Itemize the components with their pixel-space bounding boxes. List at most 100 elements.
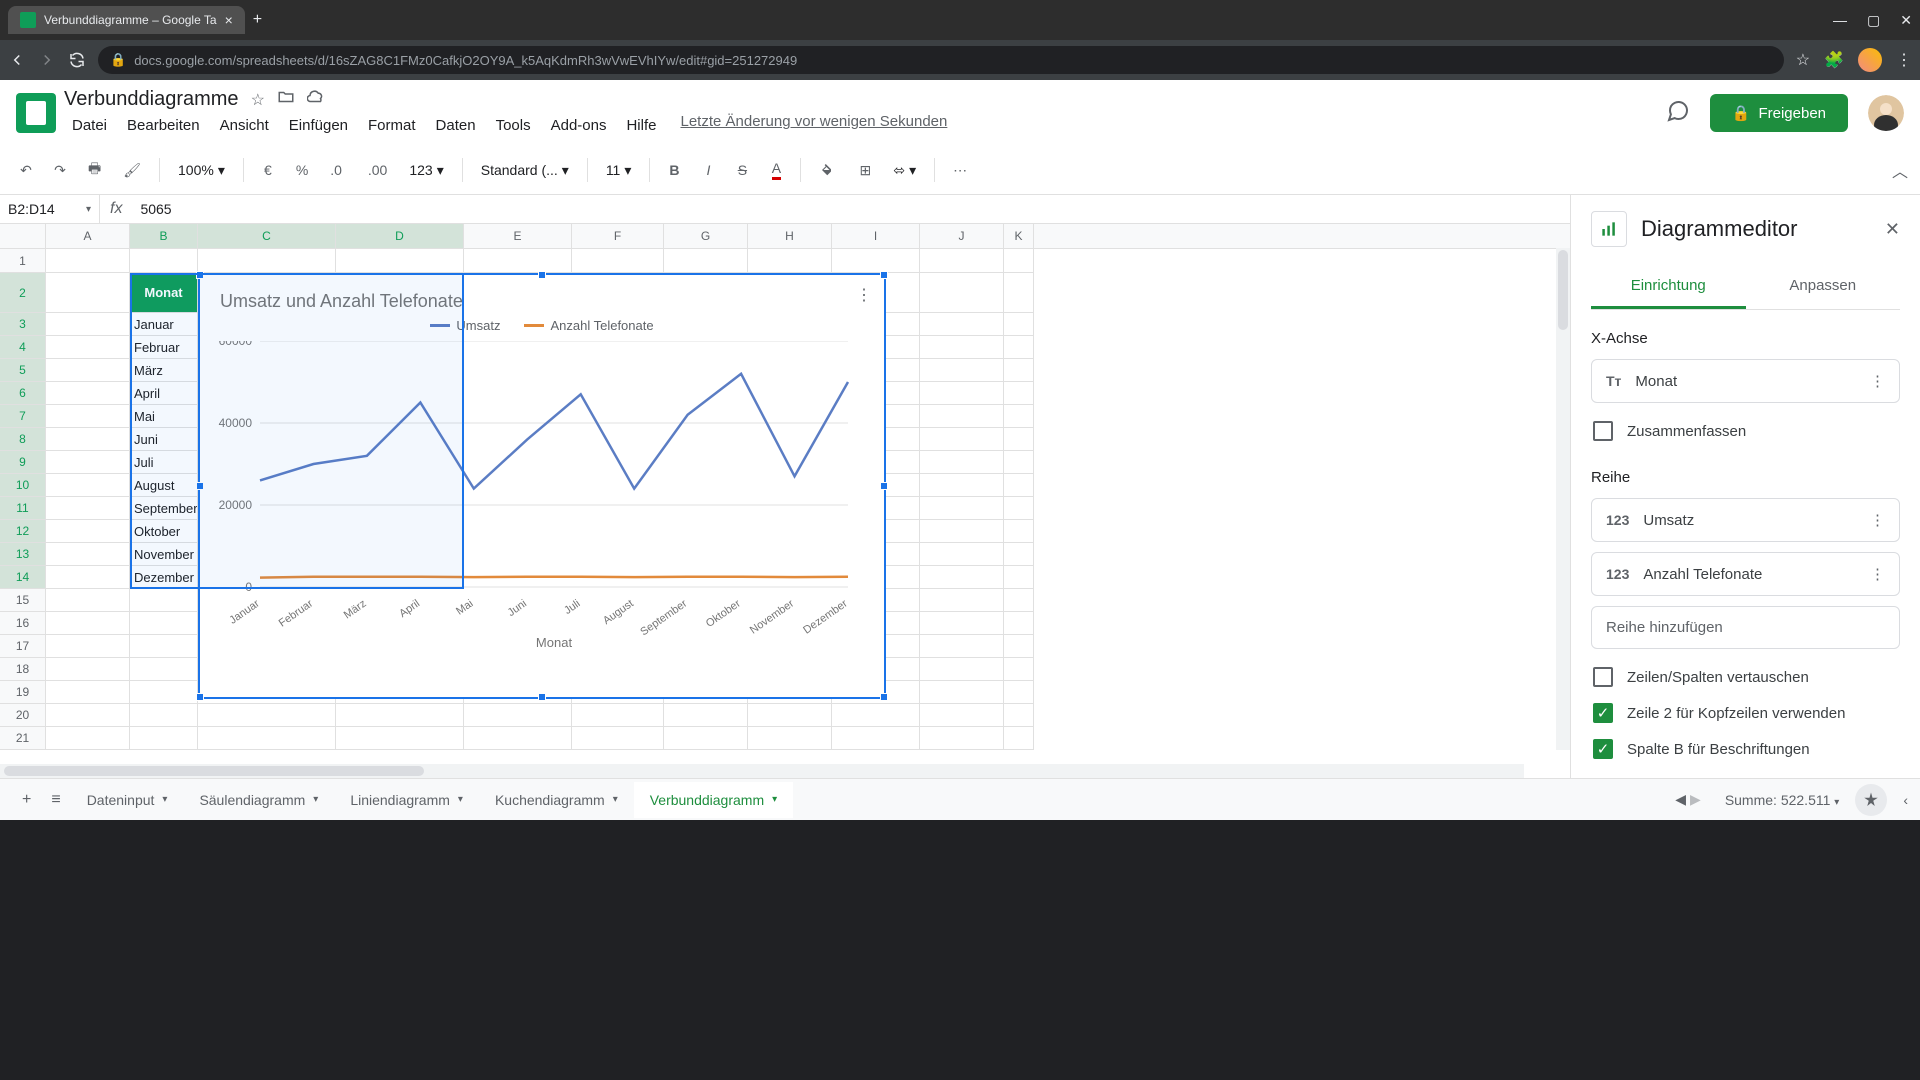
more-toolbar-button[interactable]: ⋯ bbox=[945, 156, 975, 185]
font-dropdown[interactable]: Standard (... ▾ bbox=[473, 158, 577, 183]
menu-einfuegen[interactable]: Einfügen bbox=[281, 113, 356, 138]
redo-button[interactable]: ↷ bbox=[46, 156, 74, 185]
cell[interactable] bbox=[920, 681, 1004, 704]
italic-button[interactable]: I bbox=[694, 156, 722, 184]
cell[interactable] bbox=[920, 359, 1004, 382]
cell[interactable] bbox=[920, 428, 1004, 451]
column-header[interactable]: G bbox=[664, 224, 748, 248]
cell[interactable] bbox=[920, 474, 1004, 497]
resize-handle[interactable] bbox=[538, 693, 546, 701]
row-header[interactable]: 8 bbox=[0, 428, 46, 451]
row-header[interactable]: 19 bbox=[0, 681, 46, 704]
cell[interactable] bbox=[1004, 336, 1034, 359]
cell[interactable] bbox=[46, 612, 130, 635]
paint-format-button[interactable]: 🖌 bbox=[115, 156, 149, 185]
cell[interactable] bbox=[748, 704, 832, 727]
row-header[interactable]: 13 bbox=[0, 543, 46, 566]
explore-button[interactable] bbox=[1855, 784, 1887, 816]
row-header[interactable]: 15 bbox=[0, 589, 46, 612]
fill-color-button[interactable] bbox=[811, 155, 845, 185]
row-header[interactable]: 5 bbox=[0, 359, 46, 382]
sheet-tab[interactable]: Liniendiagramm▾ bbox=[334, 782, 479, 818]
side-panel-toggle[interactable]: ‹ bbox=[1903, 792, 1908, 808]
cell[interactable] bbox=[1004, 635, 1034, 658]
comments-icon[interactable] bbox=[1666, 99, 1690, 128]
cell[interactable] bbox=[1004, 543, 1034, 566]
chart-object[interactable]: ⋮ Umsatz und Anzahl Telefonate Umsatz An… bbox=[198, 273, 886, 699]
decrease-decimal-button[interactable]: .0 bbox=[322, 156, 354, 184]
font-size-dropdown[interactable]: 11 ▾ bbox=[598, 158, 640, 183]
star-icon[interactable]: ☆ bbox=[251, 90, 265, 110]
cell[interactable] bbox=[572, 249, 664, 273]
browser-profile-avatar[interactable] bbox=[1858, 48, 1882, 72]
cell[interactable] bbox=[46, 704, 130, 727]
cell[interactable] bbox=[1004, 405, 1034, 428]
cell[interactable] bbox=[920, 635, 1004, 658]
x-axis-field[interactable]: Tᴛ Monat ⋮ bbox=[1591, 359, 1900, 403]
resize-handle[interactable] bbox=[880, 693, 888, 701]
column-header[interactable]: J bbox=[920, 224, 1004, 248]
cell[interactable] bbox=[1004, 727, 1034, 750]
cell[interactable] bbox=[130, 249, 198, 273]
cell[interactable] bbox=[1004, 520, 1034, 543]
field-menu-icon[interactable]: ⋮ bbox=[1870, 511, 1885, 529]
all-sheets-button[interactable]: ≡ bbox=[41, 785, 70, 815]
merge-dropdown[interactable]: ⬄▾ bbox=[885, 158, 924, 183]
cell[interactable] bbox=[920, 336, 1004, 359]
add-sheet-button[interactable]: + bbox=[12, 785, 41, 815]
cell[interactable] bbox=[920, 589, 1004, 612]
cell[interactable] bbox=[130, 635, 198, 658]
cell[interactable] bbox=[198, 249, 336, 273]
extension-icon[interactable]: 🧩 bbox=[1824, 50, 1844, 70]
cell[interactable] bbox=[1004, 428, 1034, 451]
tab-einrichtung[interactable]: Einrichtung bbox=[1591, 265, 1746, 309]
resize-handle[interactable] bbox=[880, 482, 888, 490]
column-header[interactable]: I bbox=[832, 224, 920, 248]
cell[interactable] bbox=[46, 520, 130, 543]
sheet-tab[interactable]: Dateninput▾ bbox=[71, 782, 184, 818]
tab-close-icon[interactable]: × bbox=[225, 12, 233, 28]
cell[interactable] bbox=[130, 681, 198, 704]
row-header[interactable]: 21 bbox=[0, 727, 46, 750]
cell[interactable]: September bbox=[130, 497, 198, 520]
cell[interactable] bbox=[1004, 612, 1034, 635]
cell[interactable] bbox=[920, 405, 1004, 428]
menu-daten[interactable]: Daten bbox=[428, 113, 484, 138]
row-header[interactable]: 14 bbox=[0, 566, 46, 589]
cell[interactable] bbox=[46, 313, 130, 336]
aggregate-checkbox[interactable] bbox=[1593, 421, 1613, 441]
cell[interactable] bbox=[130, 658, 198, 681]
forward-button[interactable] bbox=[38, 51, 56, 69]
row-header[interactable]: 3 bbox=[0, 313, 46, 336]
cell[interactable] bbox=[572, 704, 664, 727]
row-header[interactable]: 1 bbox=[0, 249, 46, 273]
cell[interactable] bbox=[130, 727, 198, 750]
cell[interactable] bbox=[46, 681, 130, 704]
resize-handle[interactable] bbox=[196, 693, 204, 701]
cell[interactable] bbox=[748, 249, 832, 273]
name-box[interactable]: B2:D14▾ bbox=[0, 195, 100, 223]
cell[interactable]: Juni bbox=[130, 428, 198, 451]
cell[interactable] bbox=[920, 727, 1004, 750]
cell[interactable]: Juli bbox=[130, 451, 198, 474]
cell[interactable] bbox=[1004, 704, 1034, 727]
column-header[interactable]: D bbox=[336, 224, 464, 248]
cell[interactable] bbox=[920, 249, 1004, 273]
cell[interactable] bbox=[920, 451, 1004, 474]
cell[interactable] bbox=[920, 313, 1004, 336]
cell[interactable] bbox=[920, 497, 1004, 520]
cell[interactable] bbox=[336, 727, 464, 750]
cell[interactable] bbox=[920, 704, 1004, 727]
cell[interactable] bbox=[130, 589, 198, 612]
sheets-logo[interactable] bbox=[16, 93, 56, 133]
sheet-tab[interactable]: Verbunddiagramm▾ bbox=[634, 782, 793, 818]
checkbox[interactable]: ✓ bbox=[1593, 739, 1613, 759]
cell[interactable] bbox=[748, 727, 832, 750]
cell[interactable] bbox=[130, 704, 198, 727]
row-header[interactable]: 10 bbox=[0, 474, 46, 497]
cell[interactable] bbox=[46, 474, 130, 497]
new-tab-button[interactable]: + bbox=[253, 11, 262, 29]
percent-button[interactable]: % bbox=[288, 156, 316, 184]
browser-tab[interactable]: Verbunddiagramme – Google Ta × bbox=[8, 6, 245, 34]
cell[interactable] bbox=[46, 543, 130, 566]
